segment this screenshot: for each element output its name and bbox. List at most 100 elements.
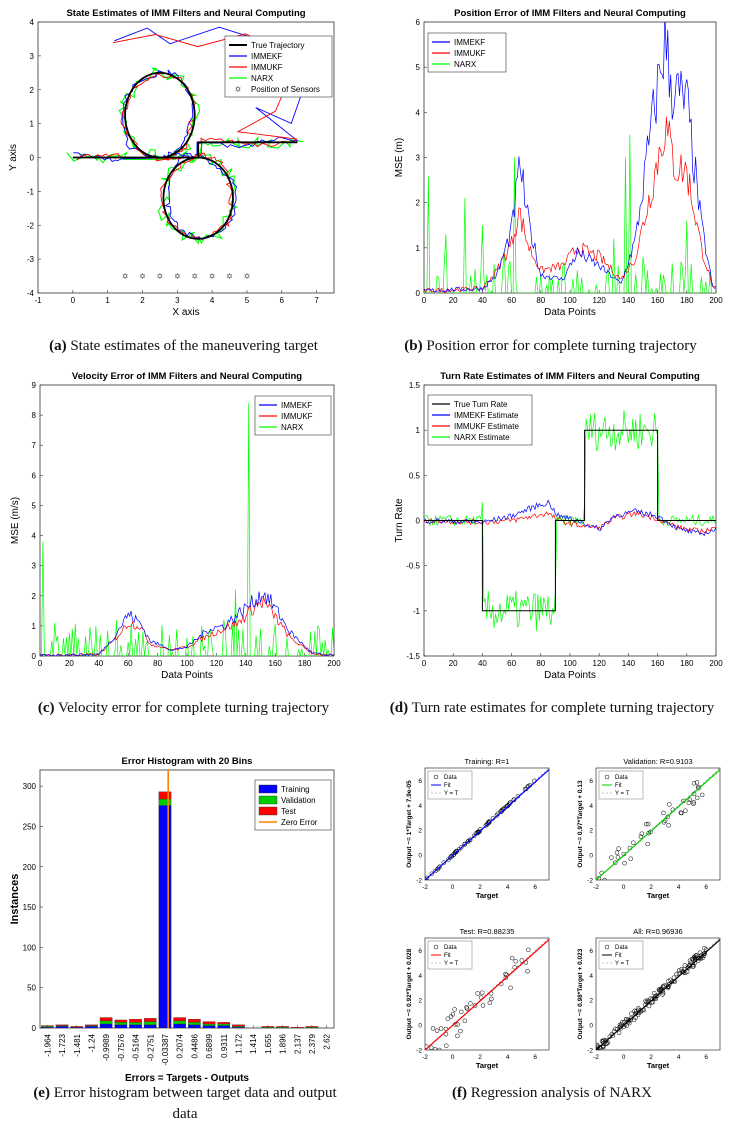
data-point (444, 1043, 449, 1048)
data-point (449, 853, 454, 859)
y-tick-label: 4 (416, 108, 421, 117)
x-tick-label: 1.414 (249, 1033, 258, 1054)
data-point (443, 1031, 449, 1037)
data-point (596, 1042, 600, 1048)
x-tick-label: -2 (593, 1054, 599, 1061)
x-tick-label: 60 (507, 659, 516, 668)
x-tick-label: 2 (478, 884, 482, 891)
regression-f2: -2-2 0 0 2 2 4 4 6 6 Test: R=0.88235 Target Output … (406, 927, 550, 1070)
data-point (604, 1041, 610, 1046)
x-tick-label: 4 (506, 1054, 510, 1061)
legend-marker: ✡ (235, 85, 242, 94)
bar-validation (99, 1020, 113, 1025)
legend-label: True Turn Rate (454, 400, 508, 409)
y-tick-label: -2 (416, 1048, 422, 1055)
x-tick-label: -2 (422, 884, 428, 891)
y-tick-label: 1.5 (409, 381, 421, 390)
x-tick-label: -1.481 (73, 1033, 82, 1056)
x-tick-label: 2.62 (323, 1033, 332, 1049)
x-tick-label: 180 (680, 296, 694, 305)
data-point (683, 808, 688, 813)
x-tick-label: 0 (451, 884, 455, 891)
x-tick-label: 140 (622, 296, 636, 305)
bar-test (188, 1018, 201, 1023)
y-tick-label: 2 (32, 592, 37, 601)
data-point (477, 829, 482, 834)
data-point (694, 780, 700, 785)
x-tick-label: 2.379 (308, 1033, 317, 1054)
x-tick-label: 6 (704, 1054, 708, 1061)
data-point (691, 781, 697, 786)
data-point (691, 800, 697, 805)
data-point (437, 864, 443, 869)
x-tick-label: 0.2074 (176, 1033, 185, 1058)
data-point (684, 969, 690, 975)
legend-label: Zero Error (281, 818, 318, 827)
data-point (616, 846, 621, 851)
data-point (638, 834, 644, 839)
caption-d: (d) Turn rate estimates for complete tur… (389, 700, 715, 716)
data-point (658, 986, 664, 992)
data-point (651, 990, 657, 996)
data-point (458, 1028, 463, 1034)
chart-d: 0 20 40 60 80 100 120 140 160 180 200 -1.5 -1 -0.5 0 0.… (394, 371, 723, 681)
sensor-marker: ✡ (157, 272, 164, 281)
data-point (687, 797, 693, 803)
y-tick-label: 2 (418, 828, 422, 835)
x-tick-label: 0 (71, 296, 76, 305)
data-point (674, 971, 679, 977)
x-tick-label: 160 (651, 296, 665, 305)
x-tick-label: 4 (210, 296, 215, 305)
legend-marker (604, 774, 610, 780)
data-point (643, 998, 648, 1004)
x-tick-label: 0.6899 (205, 1033, 214, 1058)
bar-test (158, 791, 172, 800)
x-tick-label: 160 (269, 659, 283, 668)
legend-label: Validation (281, 796, 316, 805)
data-point (699, 792, 705, 798)
data-point (455, 1022, 460, 1027)
legend-swatch (258, 795, 278, 805)
y-tick-label: 0 (30, 154, 35, 163)
data-point (603, 1037, 609, 1043)
data-point (601, 1041, 606, 1046)
legend-label: NARX (281, 423, 304, 432)
data-point (666, 823, 671, 828)
legend-label: Position of Sensors (251, 85, 320, 94)
data-point (648, 829, 653, 835)
y-tick-label: 4 (30, 18, 35, 27)
y-tick-label: -3 (27, 255, 35, 264)
y-axis-label: MSE (m/s) (10, 497, 21, 544)
legend-label: IMMEKF Estimate (454, 411, 519, 420)
x-axis-label: Target (476, 891, 499, 900)
data-point (513, 959, 518, 964)
bar-validation (143, 1021, 157, 1025)
legend-label: Fit (444, 953, 451, 959)
x-tick-label: 5 (245, 296, 250, 305)
chart-title: State Estimates of IMM Filters and Neura… (66, 8, 305, 19)
plot-area (425, 938, 549, 1050)
legend-label: IMMEKF (281, 401, 312, 410)
data-point (479, 990, 485, 995)
plot-area: ✡ ✡ ✡ ✡ ✡ ✡ ✡ ✡ (66, 26, 309, 281)
x-tick-label: 6 (533, 884, 537, 891)
data-point (437, 1047, 442, 1050)
x-tick-label: 40 (478, 659, 487, 668)
legend-marker (433, 944, 439, 950)
data-point (509, 955, 515, 961)
x-tick-label: 6 (704, 884, 708, 891)
data-point (676, 971, 682, 976)
y-tick-label: 4 (32, 532, 37, 541)
x-tick-label: 160 (651, 659, 665, 668)
y-tick-label: 3 (30, 52, 35, 61)
x-tick-label: 1.655 (264, 1033, 273, 1054)
y-tick-label: 150 (23, 903, 37, 912)
y-tick-label: 5 (32, 501, 37, 510)
x-tick-label: 40 (94, 659, 103, 668)
y-tick-label: 4 (418, 973, 422, 980)
x-tick-label: -0.9989 (102, 1033, 111, 1061)
data-point (596, 876, 602, 880)
legend-label: IMMEKF (454, 38, 485, 47)
y-tick-label: 2 (589, 828, 593, 835)
